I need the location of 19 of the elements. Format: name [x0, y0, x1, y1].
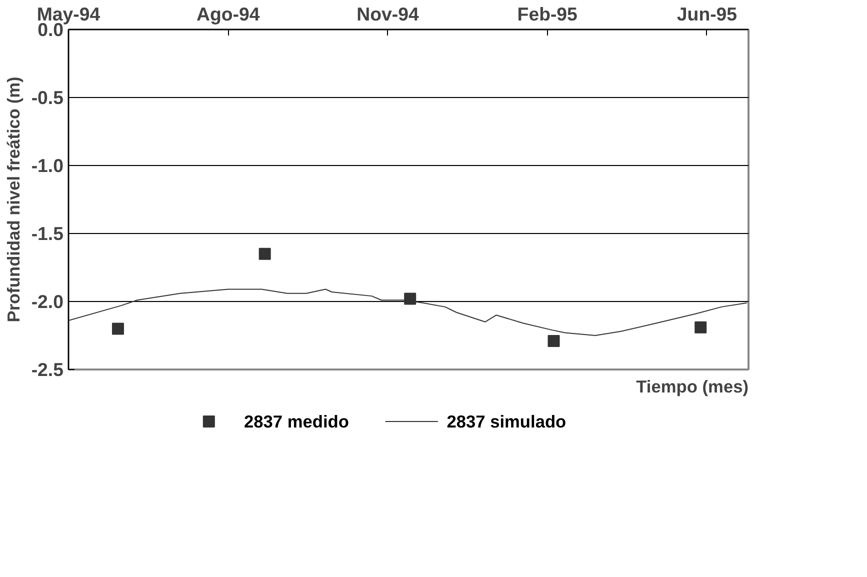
- point: [112, 322, 124, 335]
- x-tick-label: Jun-95: [676, 4, 738, 24]
- x-tick-label: Nov-94: [356, 4, 420, 24]
- point: [404, 292, 416, 305]
- y-tick-label: -2.5: [31, 359, 64, 380]
- point: [694, 321, 707, 334]
- line-series: [68, 288, 748, 336]
- x-tick-label: Feb-95: [517, 4, 578, 24]
- y-tick-label: -1.0: [31, 155, 64, 176]
- x-axis-title: Tiempo (mes): [636, 376, 749, 396]
- y-tick-label: -2.0: [31, 291, 64, 312]
- point: [258, 248, 271, 260]
- y-axis-title: Profundidad nivel freático (m): [3, 76, 24, 322]
- legend-label: 2837 simulado: [446, 412, 566, 432]
- point: [548, 334, 560, 347]
- y-tick-label: -1.5: [31, 223, 64, 244]
- legend-label: 2837 medido: [244, 412, 349, 432]
- y-tick-label: -0.5: [31, 87, 64, 108]
- x-tick-label: Ago-94: [196, 4, 260, 24]
